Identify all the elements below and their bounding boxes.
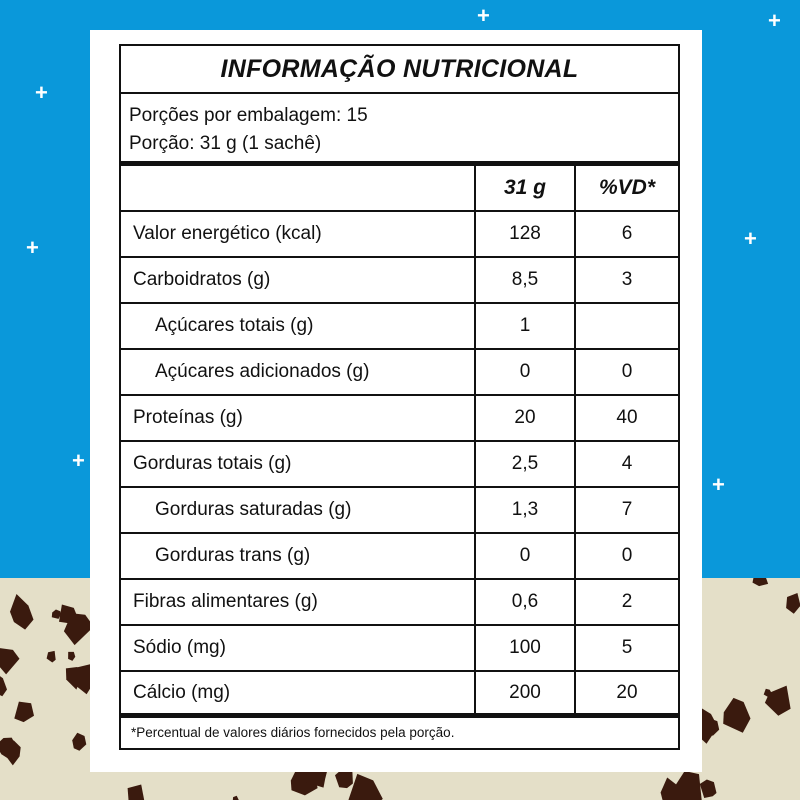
table-row: Gorduras saturadas (g) 1,3 7 [121,488,678,534]
chocolate-chip [0,676,7,697]
label-title: INFORMAÇÃO NUTRICIONAL [121,46,678,94]
nutrient-name: Gorduras totais (g) [121,442,476,486]
nutrient-amount: 128 [476,212,576,256]
nutrition-facts-table: INFORMAÇÃO NUTRICIONAL Porções por embal… [119,44,680,750]
portion-info: Porções por embalagem: 15 Porção: 31 g (… [121,94,678,166]
table-row: Fibras alimentares (g) 0,6 2 [121,580,678,626]
chocolate-chip [699,779,717,798]
nutrient-name: Valor energético (kcal) [121,212,476,256]
nutrient-name: Proteínas (g) [121,396,476,440]
table-row: Cálcio (mg) 200 20 [121,672,678,718]
table-row: Açúcares totais (g) 1 [121,304,678,350]
nutrient-dv: 2 [621,591,633,612]
sparkle-plus-icon: + [744,226,757,251]
nutrient-name: Gorduras saturadas (g) [121,488,476,532]
chocolate-chip [51,609,61,619]
sparkle-plus-icon: + [35,80,48,105]
chocolate-chip [752,578,769,587]
nutrient-amount: 0 [476,534,576,578]
chocolate-chip [10,594,34,630]
sparkle-plus-icon: + [477,3,490,28]
table-row: Gorduras totais (g) 2,5 4 [121,442,678,488]
chocolate-chips-decoration [0,578,800,800]
nutrient-amount: 1,3 [476,488,576,532]
chocolate-chip [68,651,76,661]
chocolate-chip [65,667,80,690]
nutrient-name: Sódio (mg) [121,626,476,670]
nutrient-amount: 100 [476,626,576,670]
nutrient-dv: 7 [621,499,633,520]
nutrient-name: Carboidratos (g) [121,258,476,302]
nutrient-dv: 6 [621,223,633,244]
nutrient-name: Gorduras trans (g) [121,534,476,578]
nutrient-name: Fibras alimentares (g) [121,580,476,624]
nutrient-amount: 20 [476,396,576,440]
nutrient-amount: 2,5 [476,442,576,486]
chocolate-chip [14,701,35,723]
chocolate-chip [5,740,21,766]
serving-size: Porção: 31 g (1 sachê) [129,133,322,154]
nutrient-dv: 40 [616,407,638,428]
nutrient-name: Cálcio (mg) [121,672,476,713]
nutrient-amount: 8,5 [476,258,576,302]
sparkle-plus-icon: + [712,472,725,497]
chocolate-chip [764,685,791,716]
column-header-row: 31 g %VD* [121,166,678,212]
column-header-nutrient [121,166,476,210]
chocolate-chip [763,688,772,698]
nutrient-dv: 0 [621,361,633,382]
chocolate-chip [63,613,94,646]
nutrient-amount: 1 [476,304,576,348]
nutrient-name: Açúcares adicionados (g) [121,350,476,394]
servings-per-package: Porções por embalagem: 15 [129,105,368,126]
nutrient-dv: 0 [621,545,633,566]
table-row: Açúcares adicionados (g) 0 0 [121,350,678,396]
sparkle-plus-icon: + [72,448,85,473]
table-row: Carboidratos (g) 8,5 3 [121,258,678,304]
label-card [90,30,702,772]
nutrient-dv: 4 [621,453,633,474]
table-row: Proteínas (g) 20 40 [121,396,678,442]
chocolate-chip [46,650,56,663]
chocolate-chip [127,784,145,800]
nutrient-dv: 3 [621,269,633,290]
chocolate-chip [660,777,688,800]
chocolate-chip [232,795,239,800]
nutrient-name: Açúcares totais (g) [121,304,476,348]
chocolate-chip [72,732,87,751]
footnote: *Percentual de valores diários fornecido… [131,725,455,740]
column-header-dv: %VD* [598,176,656,199]
chocolate-chip [348,773,383,800]
sparkle-plus-icon: + [26,235,39,260]
sparkle-plus-icon: + [768,8,781,33]
table-row: Valor energético (kcal) 128 6 [121,212,678,258]
nutrient-dv [576,304,678,348]
table-row: Gorduras trans (g) 0 0 [121,534,678,580]
chocolate-chip [0,648,20,675]
nutrient-dv: 20 [616,681,638,703]
chocolate-chip [723,697,751,733]
nutrient-amount: 200 [476,672,576,713]
chocolate-chip [786,593,800,614]
nutrient-amount: 0,6 [476,580,576,624]
table-row: Sódio (mg) 100 5 [121,626,678,672]
nutrient-amount: 0 [476,350,576,394]
nutrient-dv: 5 [621,637,633,658]
column-header-amount: 31 g [476,166,576,210]
